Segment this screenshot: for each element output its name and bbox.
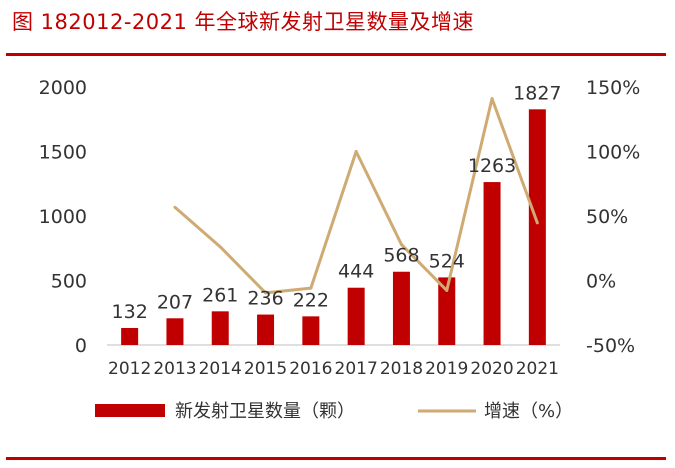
bar [302, 316, 320, 345]
growth-point [399, 243, 403, 247]
bar [528, 109, 546, 345]
x-tick-label: 2012 [108, 359, 151, 379]
bar [121, 327, 139, 345]
y-right-tick-label: 50% [586, 206, 628, 228]
growth-point [173, 205, 177, 209]
growth-point [264, 291, 268, 295]
bottom-rule [6, 457, 666, 460]
bar [347, 287, 365, 345]
bar-data-label: 1263 [468, 155, 516, 177]
legend-swatch-bar [95, 404, 165, 417]
y-right-tick-label: 100% [586, 142, 640, 164]
bar-data-label: 222 [293, 289, 329, 311]
bar-data-label: 261 [202, 284, 238, 306]
growth-point [218, 245, 222, 249]
growth-point [490, 97, 494, 101]
x-tick-label: 2013 [153, 359, 196, 379]
bar [483, 182, 501, 345]
x-tick-label: 2018 [380, 359, 423, 379]
y-right-tick-label: -50% [586, 335, 635, 357]
x-tick-label: 2019 [425, 359, 468, 379]
y-left-tick-label: 2000 [39, 77, 87, 99]
bar [438, 277, 456, 345]
bar [166, 318, 184, 345]
x-tick-label: 2017 [335, 359, 378, 379]
title-underline [6, 53, 666, 56]
y-left-tick-label: 500 [51, 271, 87, 293]
bar-data-label: 207 [157, 291, 193, 313]
bar-data-label: 524 [429, 250, 465, 272]
chart-title: 图 182012-2021 年全球新发射卫星数量及增速 [12, 10, 475, 34]
x-tick-label: 2016 [289, 359, 332, 379]
x-tick-label: 2020 [470, 359, 513, 379]
bar [392, 271, 410, 345]
y-left-tick-label: 1000 [39, 206, 87, 228]
bar-data-label: 568 [383, 245, 419, 267]
bar [257, 314, 275, 345]
bar-data-label: 1827 [513, 82, 561, 104]
x-tick-label: 2021 [516, 359, 559, 379]
growth-point [445, 288, 449, 292]
y-left-tick-label: 0 [75, 335, 87, 357]
bar-data-label: 444 [338, 261, 374, 283]
bar [211, 311, 229, 345]
bar-data-label: 236 [247, 288, 283, 310]
y-left-tick-label: 1500 [39, 142, 87, 164]
growth-point [309, 286, 313, 290]
x-tick-label: 2015 [244, 359, 287, 379]
x-tick-label: 2014 [199, 359, 242, 379]
bar-data-label: 132 [112, 301, 148, 323]
legend-label-bar: 新发射卫星数量（颗） [175, 401, 355, 422]
growth-point [535, 221, 539, 225]
y-right-tick-label: 0% [586, 271, 616, 293]
y-right-tick-label: 150% [586, 77, 640, 99]
growth-point [354, 150, 358, 153]
legend-label-line: 增速（%） [484, 401, 573, 422]
